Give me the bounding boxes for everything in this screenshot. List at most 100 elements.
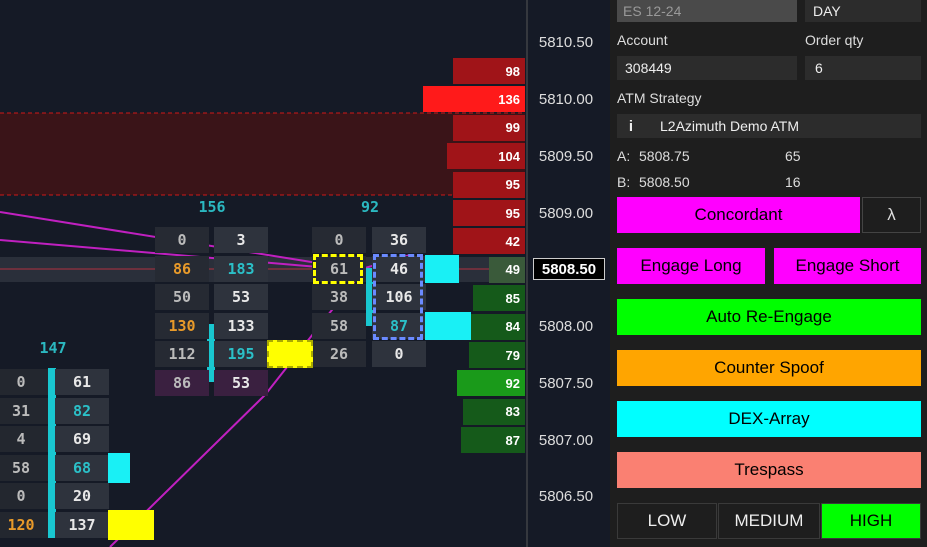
footprint-cell: 86 bbox=[155, 255, 209, 282]
quote-text: 65 bbox=[785, 148, 801, 164]
footprint-cell: 86 bbox=[155, 370, 209, 396]
chart-background bbox=[0, 0, 528, 547]
footprint-cell: 0 bbox=[312, 227, 366, 253]
footprint-cell: 137 bbox=[55, 512, 109, 538]
price-label: 5808.50 bbox=[533, 258, 605, 280]
account-select[interactable]: 308449 bbox=[617, 56, 797, 80]
quote-text: A: bbox=[617, 148, 631, 164]
info-icon: i bbox=[628, 117, 634, 135]
footprint-cell: 183 bbox=[214, 255, 268, 282]
footprint-cell: 36 bbox=[372, 227, 426, 253]
button[interactable]: Concordant bbox=[617, 197, 860, 233]
footprint-cell: 0 bbox=[0, 483, 48, 510]
price-label: 5809.00 bbox=[538, 204, 594, 222]
imbalance-marker bbox=[267, 340, 313, 368]
quote-text: B: bbox=[617, 174, 631, 190]
ladder-size: 99 bbox=[505, 120, 520, 136]
level-button[interactable]: LOW bbox=[617, 503, 717, 539]
tif-select[interactable]: DAY bbox=[805, 0, 921, 22]
column-total: 92 bbox=[360, 198, 380, 216]
imbalance-marker bbox=[425, 312, 471, 340]
ladder-size: 83 bbox=[505, 404, 520, 420]
ladder-bar bbox=[423, 86, 525, 113]
quote-text: 16 bbox=[785, 174, 801, 190]
footprint-cell: 112 bbox=[155, 341, 209, 368]
ladder-bar bbox=[453, 200, 525, 226]
atm-select[interactable] bbox=[617, 114, 921, 138]
button[interactable]: Engage Short bbox=[774, 248, 921, 284]
footprint-cell: 195 bbox=[214, 341, 268, 368]
imbalance-marker bbox=[108, 453, 130, 483]
footprint-cell: 53 bbox=[214, 370, 268, 396]
footprint-cell: 61 bbox=[312, 255, 366, 282]
quote-text: 5808.50 bbox=[639, 174, 690, 190]
footprint-cell: 87 bbox=[372, 312, 426, 339]
footprint-cell: 3 bbox=[214, 227, 268, 253]
ladder-size: 98 bbox=[505, 63, 520, 79]
footprint-cell: 133 bbox=[214, 312, 268, 339]
ladder-size: 84 bbox=[505, 319, 520, 335]
imbalance-marker bbox=[108, 510, 154, 540]
trend-line bbox=[0, 239, 331, 269]
column-total: 147 bbox=[39, 339, 67, 357]
label: Account bbox=[617, 32, 668, 48]
candle bbox=[366, 268, 374, 326]
price-label: 5810.50 bbox=[538, 33, 594, 51]
footprint-cell: 38 bbox=[312, 284, 366, 311]
price-label: 5806.50 bbox=[538, 487, 594, 505]
ladder-bar bbox=[463, 398, 525, 425]
footprint-cell: 120 bbox=[0, 512, 48, 538]
label: ATM Strategy bbox=[617, 90, 702, 106]
ladder-bar bbox=[453, 58, 525, 84]
highlight-box bbox=[313, 254, 363, 284]
footprint-cell: 58 bbox=[0, 454, 48, 481]
footprint-cell: 69 bbox=[55, 426, 109, 453]
button[interactable]: Engage Long bbox=[617, 248, 765, 284]
ladder-bar bbox=[453, 114, 525, 141]
ladder-size: 95 bbox=[505, 177, 520, 193]
footprint-cell: 31 bbox=[0, 397, 48, 424]
ladder-bar bbox=[457, 370, 525, 397]
level-button[interactable]: HIGH bbox=[821, 503, 921, 539]
level-button[interactable]: MEDIUM bbox=[718, 503, 820, 539]
footprint-cell: 82 bbox=[55, 397, 109, 424]
quote-text: 5808.75 bbox=[639, 148, 690, 164]
price-label: 5807.50 bbox=[538, 374, 594, 392]
ladder-bar bbox=[469, 342, 525, 368]
ladder-size: 79 bbox=[505, 347, 520, 363]
price-label: 5809.50 bbox=[538, 147, 594, 165]
price-label: 5808.00 bbox=[538, 317, 594, 335]
zone bbox=[0, 113, 525, 195]
ladder-bar bbox=[453, 228, 525, 255]
qty-input[interactable]: 6 bbox=[805, 56, 921, 80]
footprint-cell: 61 bbox=[55, 369, 109, 395]
footprint-cell: 106 bbox=[372, 284, 426, 311]
highlight-box bbox=[373, 254, 423, 340]
button[interactable]: Trespass bbox=[617, 452, 921, 488]
ladder-size: 104 bbox=[498, 148, 520, 164]
ladder-bar bbox=[447, 143, 525, 170]
ladder-size: 42 bbox=[505, 233, 520, 249]
ladder-bar bbox=[473, 285, 525, 312]
footprint-cell: 53 bbox=[214, 284, 268, 311]
ladder-bar bbox=[453, 171, 525, 198]
ladder-size: 49 bbox=[505, 262, 520, 278]
instrument-select[interactable]: ES 12-24 bbox=[617, 0, 797, 22]
button[interactable]: Counter Spoof bbox=[617, 350, 921, 386]
label: Order qty bbox=[805, 32, 864, 48]
price-label: 5807.00 bbox=[538, 431, 594, 449]
footprint-cell: 4 bbox=[0, 426, 48, 453]
footprint-cell: 0 bbox=[155, 227, 209, 253]
imbalance-marker bbox=[425, 255, 459, 283]
footprint-cell: 68 bbox=[55, 454, 109, 481]
button[interactable]: λ bbox=[862, 197, 921, 233]
ladder-bar bbox=[461, 427, 525, 454]
ladder-bar bbox=[469, 313, 525, 340]
ladder-bar bbox=[489, 256, 525, 283]
footprint-cell: 58 bbox=[312, 312, 366, 339]
button[interactable]: DEX-Array bbox=[617, 401, 921, 437]
footprint-cell: 26 bbox=[312, 341, 366, 368]
ladder-size: 95 bbox=[505, 205, 520, 221]
button[interactable]: Auto Re-Engage bbox=[617, 299, 921, 335]
footprint-cell: 130 bbox=[155, 312, 209, 339]
